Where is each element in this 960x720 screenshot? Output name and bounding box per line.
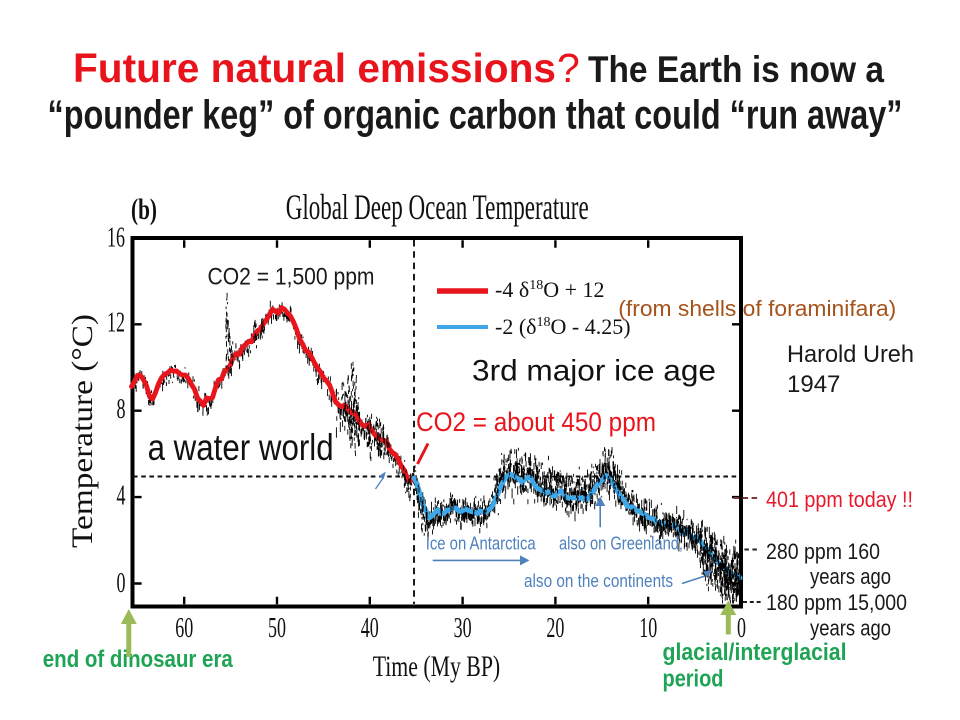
svg-text:period: period [663,666,724,693]
svg-text:Global Deep Ocean Temperature: Global Deep Ocean Temperature [286,187,589,227]
svg-text:also on the continents: also on the continents [524,571,673,591]
svg-text:10: 10 [639,612,657,644]
svg-text:12: 12 [107,307,125,339]
svg-text:(b): (b) [131,193,157,226]
svg-text:years ago: years ago [810,616,891,641]
svg-text:Temperature (°C): Temperature (°C) [66,314,99,548]
svg-text:8: 8 [117,393,126,425]
svg-text:3rd major ice age: 3rd major ice age [472,355,716,388]
svg-text:-4 δ18O + 12: -4 δ18O + 12 [495,277,605,302]
svg-text:?: ? [557,45,580,91]
svg-text:CO2 = about 450 ppm: CO2 = about 450 ppm [416,407,656,437]
svg-text:60: 60 [175,612,193,644]
svg-text:The Earth is now a: The Earth is now a [588,49,884,90]
svg-text:Time (My BP): Time (My BP) [373,650,501,683]
svg-text:40: 40 [361,612,379,644]
svg-text:end of dinosaur era: end of dinosaur era [43,646,234,673]
svg-text:20: 20 [546,612,564,644]
svg-text:0: 0 [737,612,746,644]
svg-text:401 ppm today !!: 401 ppm today !! [766,487,913,512]
svg-text:years ago: years ago [810,564,891,589]
svg-text:-2 (δ18O - 4.25): -2 (δ18O - 4.25) [495,314,631,339]
svg-text:4: 4 [117,480,126,512]
svg-text:50: 50 [268,612,286,644]
svg-text:CO2 = 1,500 ppm: CO2 = 1,500 ppm [208,264,375,291]
svg-text:0: 0 [117,567,126,599]
svg-text:16: 16 [107,222,125,254]
svg-text:Future natural emissions: Future natural emissions [73,45,556,91]
svg-text:glacial/interglacial: glacial/interglacial [663,639,847,666]
svg-text:280 ppm 160: 280 ppm 160 [766,539,880,564]
svg-text:1947: 1947 [787,371,840,398]
svg-text:“pounder keg” of organic carbo: “pounder keg” of organic carbon that cou… [48,92,903,138]
svg-text:180 ppm 15,000: 180 ppm 15,000 [766,590,907,615]
svg-text:a water world: a water world [148,427,334,468]
svg-text:Harold Ureh: Harold Ureh [787,341,914,368]
svg-text:Ice on Antarctica: Ice on Antarctica [426,534,537,554]
svg-text:30: 30 [454,612,472,644]
svg-text:(from shells of foraminifara): (from shells of foraminifara) [618,296,896,321]
svg-text:also on Greenland,: also on Greenland, [559,534,683,554]
